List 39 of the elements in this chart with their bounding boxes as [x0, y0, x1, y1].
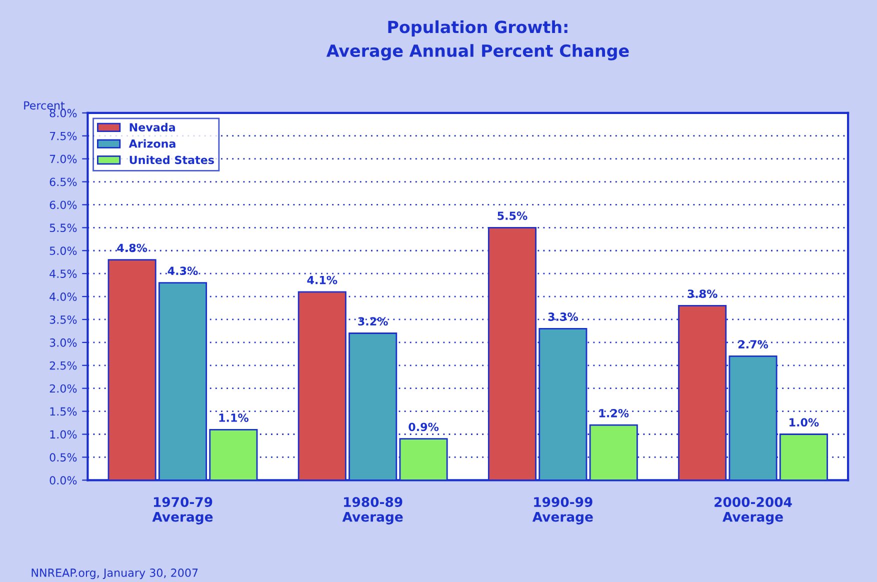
y-tick-label: 2.5% — [50, 361, 77, 370]
y-tick-label: 5.5% — [50, 224, 77, 232]
legend-label: United States — [130, 156, 214, 164]
data-label: 1.0% — [790, 418, 819, 427]
y-tick-label: 3.0% — [50, 338, 77, 347]
legend-label: Arizona — [128, 139, 176, 148]
y-tick-label: 3.5% — [50, 315, 77, 324]
data-label: 3.8% — [688, 290, 718, 298]
x-tick-label: 1990-99 Average — [532, 497, 593, 524]
y-tick-label: 4.5% — [50, 270, 77, 278]
x-tick-label: 2000-2004 Average — [714, 497, 792, 524]
data-label: 1.1% — [219, 414, 248, 422]
y-tick-label: 7.0% — [50, 154, 77, 164]
data-label: 4.8% — [117, 244, 148, 252]
y-tick-label: 0.5% — [50, 453, 77, 462]
data-label: 4.1% — [307, 276, 338, 284]
y-tick-label: 4.0% — [50, 292, 77, 301]
x-tick-label: 1970-79 Average — [152, 497, 213, 524]
data-label: 0.9% — [408, 422, 439, 432]
data-label: 5.5% — [498, 212, 528, 220]
data-label: 3.2% — [358, 317, 388, 326]
y-tick-label: 7.5% — [50, 132, 77, 140]
chart-title: Population Growth: Average Annual Percent Change — [326, 20, 629, 60]
x-tick-label: 1980-89 Average — [342, 497, 403, 524]
y-tick-label: 1.5% — [50, 407, 77, 416]
y-tick-label: 2.0% — [50, 384, 77, 393]
data-label: 3.3% — [548, 312, 578, 321]
y-axis-title: Percent — [24, 101, 65, 110]
data-label: 2.7% — [738, 340, 768, 348]
data-label: 1.2% — [599, 408, 629, 418]
y-tick-label: 8.0% — [50, 108, 77, 118]
legend-label: Nevada — [130, 122, 175, 132]
y-tick-label: 1.0% — [50, 430, 77, 439]
y-tick-label: 6.0% — [50, 200, 77, 210]
text: NNREAP.org, January 30, 2007 — [32, 568, 198, 580]
y-tick-label: 6.5% — [50, 178, 77, 186]
data-label: 4.3% — [168, 266, 198, 276]
y-tick-label: 5.0% — [50, 246, 77, 256]
y-tick-label: 0.0% — [50, 476, 77, 485]
